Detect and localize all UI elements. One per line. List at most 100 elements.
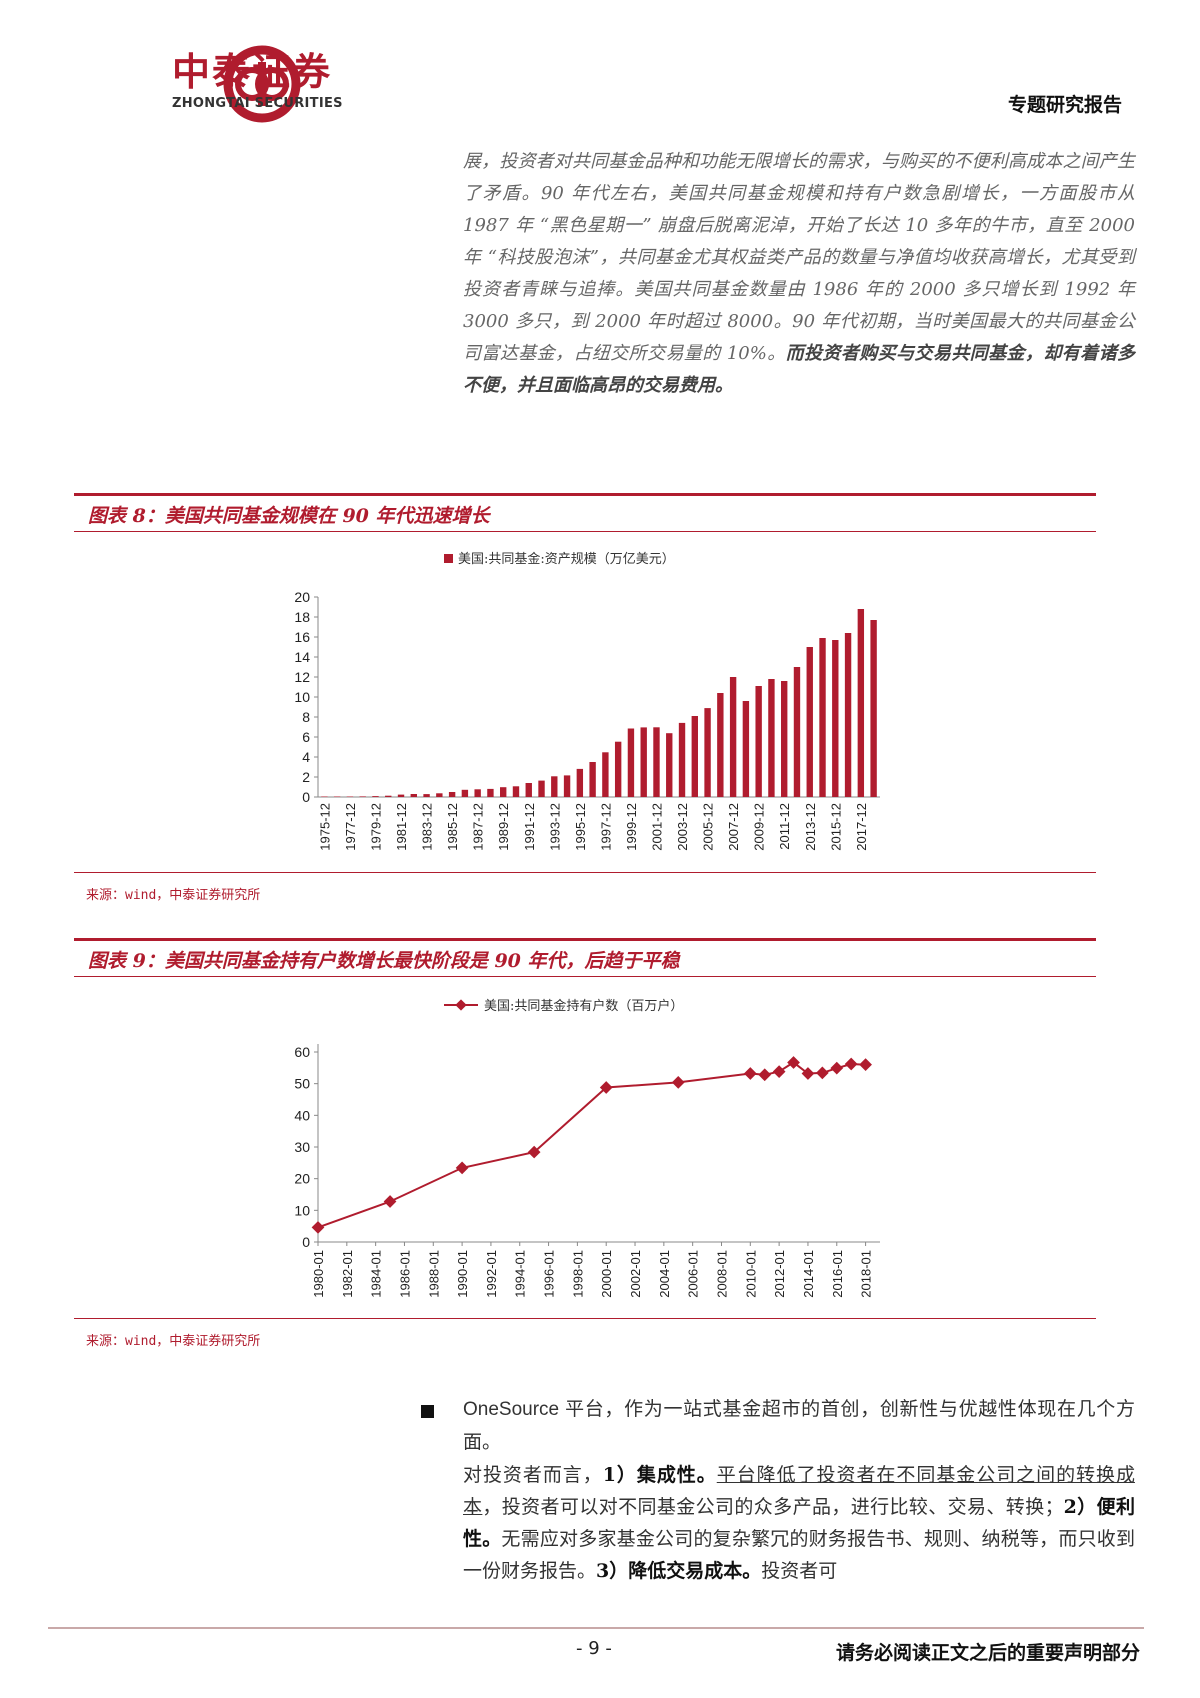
- figure8-bar: [589, 762, 596, 797]
- figure8-bar: [793, 667, 801, 797]
- figure9-point: [743, 1067, 757, 1080]
- figure8-x-tick-label: 2003-12: [675, 803, 690, 851]
- figure9-x-tick-label: 2018-01: [859, 1250, 874, 1298]
- figure8-y-tick-label: 18: [294, 609, 310, 625]
- figure8-bar: [704, 708, 711, 797]
- figure9-x-tick-label: 2004-01: [657, 1250, 672, 1298]
- figure8-bar: [602, 752, 609, 797]
- figure8-y-tick-label: 6: [302, 729, 310, 745]
- figure8-bar: [653, 727, 660, 797]
- body-underline1: 平台降低了投资者在不同基金公司之间的转换成本: [463, 1464, 1135, 1518]
- figure9-x-tick-label: 2008-01: [714, 1250, 729, 1298]
- figure8-bottom-rule: [74, 872, 1096, 873]
- figure8-bar: [614, 741, 622, 797]
- figure8-x-tick-label: 1979-12: [368, 803, 383, 851]
- figure9-x-tick-label: 1988-01: [426, 1250, 441, 1298]
- figure8-legend-swatch: [444, 554, 453, 563]
- figure9-y-tick-label: 20: [294, 1171, 310, 1187]
- figure8-x-tick-label: 1999-12: [624, 803, 639, 851]
- figure9-x-tick-label: 1990-01: [455, 1250, 470, 1298]
- figure8-bar: [448, 792, 456, 797]
- figure9-source: 来源：wind，中泰证券研究所: [86, 1334, 261, 1349]
- body-p2: 对投资者而言，1）集成性。平台降低了投资者在不同基金公司之间的转换成本，投资者可…: [463, 1459, 1135, 1587]
- intro-text: 展，投资者对共同基金品种和功能无限增长的需求，与购买的不便利高成本之间产生了矛盾…: [463, 151, 1135, 364]
- body-text1: ，投资者可以对不同基金公司的众多产品，进行比较、交易、转换；: [482, 1496, 1064, 1518]
- figure9-y-tick-label: 60: [294, 1044, 310, 1060]
- figure8-bar: [461, 789, 469, 797]
- figure8-bar: [717, 693, 724, 797]
- figure9-x-tick-label: 2002-01: [628, 1250, 643, 1298]
- figure8-bar: [742, 701, 750, 797]
- figure8-y-tick-label: 14: [294, 649, 310, 665]
- figure9-x-tick-label: 2000-01: [599, 1250, 614, 1298]
- figure8-bar: [870, 620, 877, 797]
- figure8-bar: [691, 716, 698, 797]
- figure8-bar: [806, 647, 813, 797]
- figure9-point: [815, 1066, 829, 1080]
- figure8-title-bar: 图表 8：美国共同基金规模在 90 年代迅速增长: [74, 493, 1096, 532]
- intro-paragraph: 展，投资者对共同基金品种和功能无限增长的需求，与购买的不便利高成本之间产生了矛盾…: [463, 146, 1135, 402]
- body-text2: 无需应对多家基金公司的复杂繁冗的财务报告书、规则、纳税等，而只收到一份财务报告。: [463, 1528, 1135, 1582]
- figure8-x-tick-label: 1991-12: [522, 803, 537, 851]
- figure8-bar: [844, 633, 852, 797]
- figure9-point: [758, 1068, 772, 1082]
- body-paragraph: OneSource 平台，作为一站式基金超市的首创，创新性与优越性体现在几个方面…: [463, 1393, 1135, 1587]
- body-point1: 1）集成性。: [602, 1464, 717, 1486]
- figure9-y-tick-label: 40: [294, 1107, 310, 1123]
- figure8-x-tick-label: 1981-12: [394, 803, 409, 851]
- figure8-bar: [436, 793, 443, 797]
- figure9-x-tick-label: 2014-01: [801, 1250, 816, 1298]
- figure8-bar: [768, 679, 775, 797]
- figure8-bar: [551, 776, 558, 797]
- figure8-bar: [321, 796, 328, 797]
- figure8-legend-label: 美国:共同基金:资产规模（万亿美元）: [458, 551, 675, 567]
- figure9-point: [844, 1057, 858, 1071]
- figure8-bar: [729, 677, 737, 797]
- figure8-bar: [678, 722, 686, 797]
- figure8-bar: [576, 768, 584, 797]
- figure9-x-tick-label: 2016-01: [830, 1250, 845, 1298]
- figure8-x-tick-label: 1993-12: [547, 803, 562, 851]
- figure8-bar: [474, 789, 481, 797]
- page-number: - 9 -: [576, 1638, 612, 1659]
- body-point2: 2）便利性。: [463, 1496, 1135, 1550]
- figure8-bar: [819, 638, 826, 797]
- figure8-source: 来源：wind，中泰证券研究所: [86, 888, 261, 903]
- figure9-y-tick-label: 10: [294, 1202, 310, 1218]
- figure8-y-tick-label: 2: [302, 769, 310, 785]
- figure8-bar: [640, 727, 647, 797]
- body-p1-text: OneSource 平台，作为一站式基金超市的首创，创新性与优越性体现在几个方面…: [463, 1399, 1135, 1453]
- figure9-x-tick-label: 1994-01: [513, 1250, 528, 1298]
- figure9-y-tick-label: 0: [302, 1234, 310, 1250]
- figure8-bar: [512, 786, 520, 797]
- brand-name-en: ZHONGTAI SECURITIES: [172, 96, 343, 111]
- figure8-y-tick-label: 10: [294, 689, 310, 705]
- intro-bold-text: 而投资者购买与交易共同基金，却有着诸多不便，并且面临高昂的交易费用。: [463, 343, 1136, 396]
- figure8-title: 图表 8：美国共同基金规模在 90 年代迅速增长: [88, 505, 490, 527]
- figure8-y-tick-label: 4: [302, 749, 310, 765]
- brand-name-cn: 中泰证券: [172, 50, 333, 94]
- figure9-point: [455, 1161, 469, 1175]
- body-p1: OneSource 平台，作为一站式基金超市的首创，创新性与优越性体现在几个方面…: [463, 1393, 1135, 1459]
- figure8-bar: [372, 796, 379, 797]
- figure8-bar: [563, 775, 571, 797]
- figure8-x-tick-label: 1989-12: [496, 803, 511, 851]
- figure8-x-tick-label: 2007-12: [726, 803, 741, 851]
- figure8-y-tick-label: 0: [302, 789, 310, 805]
- figure9-point: [859, 1058, 872, 1072]
- figure8-x-tick-label: 2015-12: [828, 803, 843, 851]
- figure9-bottom-rule: [74, 1318, 1096, 1319]
- figure9-x-tick-label: 1984-01: [369, 1250, 384, 1298]
- figure9-x-tick-label: 2006-01: [686, 1250, 701, 1298]
- figure8-bar: [346, 796, 354, 797]
- figure8-x-tick-label: 2017-12: [854, 803, 869, 851]
- figure9-x-tick-label: 1982-01: [340, 1250, 355, 1298]
- report-type: 专题研究报告: [1007, 94, 1122, 116]
- figure9-x-tick-label: 2012-01: [772, 1250, 787, 1298]
- figure9-series-line: [317, 1061, 866, 1229]
- figure9-legend-marker: [455, 999, 467, 1011]
- body-text3: 投资者可: [761, 1560, 838, 1582]
- figure8-x-tick-label: 1985-12: [445, 803, 460, 851]
- figure8-x-tick-label: 2005-12: [701, 803, 716, 851]
- figure8-bar: [359, 796, 366, 797]
